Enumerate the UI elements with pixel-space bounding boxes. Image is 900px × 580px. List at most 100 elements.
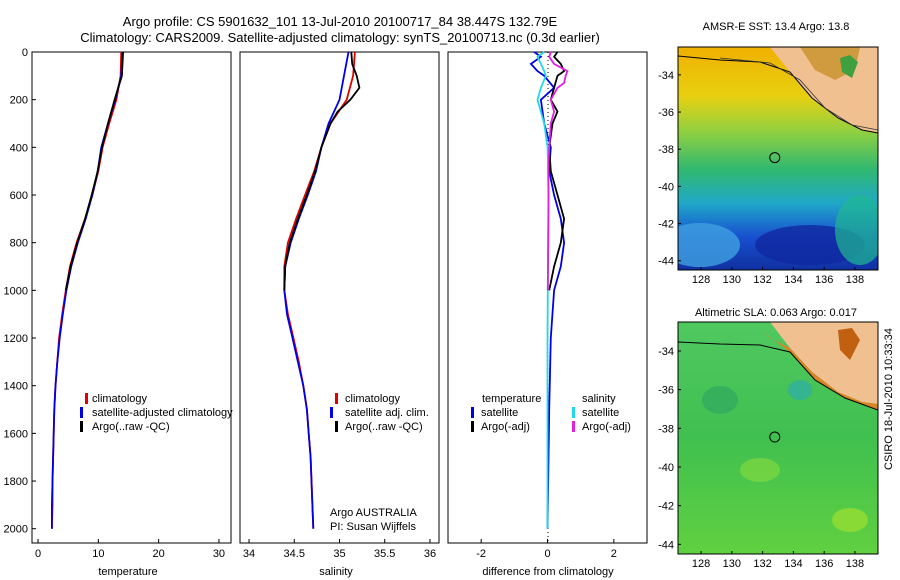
- sla-map-axes: 128 130 132 134 136 138 -34 -36 -38 -40 -42 -44: [658, 346, 864, 570]
- depth-tick-label: 1000: [4, 285, 28, 297]
- legend-swatch-sal-satellite: [572, 407, 575, 418]
- map-x-tick-label: 134: [784, 558, 802, 570]
- depth-tick-label: 200: [10, 95, 28, 107]
- legend-label-sal-satellite: satellite: [582, 407, 619, 419]
- legend-label-climatology: climatology: [92, 393, 148, 405]
- series-line-salinity-satellite: [536, 51, 550, 529]
- salinity-axes-frame: [239, 51, 440, 544]
- series-line-argo-raw-qc-: [64, 51, 124, 291]
- x-tick-label: 20: [153, 548, 165, 560]
- map-x-tick-label: 130: [723, 558, 741, 570]
- temperature-series: [51, 51, 124, 529]
- coastline: [678, 341, 878, 411]
- land-shelf: [760, 330, 878, 410]
- float-pi-annotation: PI: Susan Wijffels: [330, 521, 416, 533]
- coastline: [678, 55, 878, 134]
- depth-tick-label: 800: [10, 238, 28, 250]
- map-x-tick-label: 136: [815, 558, 833, 570]
- map-y-tick-label: -38: [658, 144, 674, 156]
- map-y-tick-label: -36: [658, 107, 674, 119]
- map-y-tick-label: -42: [658, 501, 674, 513]
- map-y-tick-label: -40: [658, 462, 674, 474]
- depth-tick-label: 1400: [4, 381, 28, 393]
- map-y-tick-label: -44: [658, 539, 674, 551]
- difference-legend: temperature salinity satellite Argo(-adj…: [471, 393, 631, 433]
- salinity-xlabel: salinity: [319, 566, 353, 578]
- legend-label-satellite: satellite-adjusted climatology: [92, 407, 233, 419]
- sla-map-frame: [677, 321, 879, 555]
- float-owner-annotation: Argo AUSTRALIA: [330, 507, 417, 519]
- depth-tick-label: 1600: [4, 428, 28, 440]
- sla-high-patch: [740, 458, 780, 482]
- isobath: [719, 57, 878, 131]
- x-tick-label: 35: [333, 548, 345, 560]
- map-x-tick-label: 136: [815, 274, 833, 286]
- map-y-tick-label: -40: [658, 181, 674, 193]
- legend-label-sal-argo: Argo(-adj): [582, 421, 631, 433]
- legend-swatch-temp-satellite: [471, 407, 474, 418]
- x-tick-label: 2: [611, 548, 617, 560]
- map-y-tick-label: -44: [658, 256, 674, 268]
- figure-title-line1: Argo profile: CS 5901632_101 13-Jul-2010…: [122, 14, 558, 29]
- depth-tick-label: 1200: [4, 333, 28, 345]
- sla-high-patch: [832, 508, 868, 532]
- x-tick-label: 10: [92, 548, 104, 560]
- sst-map-axes: 128 130 132 134 136 138 -34 -36 -38 -40 -42 -44: [658, 70, 864, 286]
- series-line-salinity-argo-adj-: [546, 51, 569, 291]
- map-y-tick-label: -34: [658, 346, 674, 358]
- difference-series: [529, 51, 569, 529]
- legend-label-temp-argo: Argo(-adj): [481, 421, 530, 433]
- sla-map: Altimetric SLA: 0.063 Argo: 0.017 128 130…: [658, 307, 879, 570]
- map-y-tick-label: -34: [658, 70, 674, 82]
- map-x-tick-label: 138: [846, 274, 864, 286]
- depth-tick-label: 2000: [4, 524, 28, 536]
- legend-label-climatology: climatology: [345, 393, 401, 405]
- depth-tick-label: 0: [22, 47, 28, 59]
- map-y-tick-label: -38: [658, 423, 674, 435]
- salinity-series: [283, 51, 361, 529]
- map-x-tick-label: 132: [753, 558, 771, 570]
- legend-swatch-climatology: [335, 393, 338, 404]
- temperature-axes-frame: [31, 51, 232, 544]
- x-tick-label: 34: [243, 548, 255, 560]
- depth-tick-label: 1800: [4, 476, 28, 488]
- credit-stamp: CSIRO 18-Jul-2010 10:33:34: [883, 328, 895, 470]
- sla-map-title: Altimetric SLA: 0.063 Argo: 0.017: [695, 307, 857, 319]
- map-x-tick-label: 132: [753, 274, 771, 286]
- land-dark-area: [838, 328, 860, 360]
- temperature-x-axis: 0 10 20 30: [35, 539, 225, 560]
- temperature-legend: climatology satellite-adjusted climatolo…: [80, 393, 233, 433]
- map-x-tick-label: 128: [692, 558, 710, 570]
- series-line-argo-raw-qc-: [283, 51, 361, 291]
- legend-label-argo: Argo(..raw -QC): [345, 421, 423, 433]
- salinity-legend: climatology satellite adj. clim. Argo(..…: [330, 393, 429, 433]
- sla-low-patch: [788, 380, 812, 400]
- x-tick-label: -2: [476, 548, 486, 560]
- legend-swatch-argo: [80, 421, 83, 432]
- figure-title-line2: Climatology: CARS2009. Satellite-adjuste…: [80, 30, 600, 45]
- legend-label-satellite: satellite adj. clim.: [345, 407, 429, 419]
- map-y-tick-label: -36: [658, 385, 674, 397]
- sla-low-patch: [702, 386, 738, 414]
- legend-swatch-argo: [335, 421, 338, 432]
- salinity-x-axis: 34 34.5 35 35.5 36: [243, 539, 436, 560]
- x-tick-label: 0: [544, 548, 550, 560]
- sst-map-frame: [677, 46, 879, 271]
- legend-swatch-satellite: [330, 407, 333, 418]
- legend-label-temp-satellite: satellite: [481, 407, 518, 419]
- difference-panel: -2 0 2 difference from climatology tempera…: [447, 51, 648, 578]
- float-location-marker: [769, 152, 781, 164]
- float-location-marker: [769, 431, 781, 443]
- map-x-tick-label: 130: [723, 274, 741, 286]
- legend-header-salinity: salinity: [582, 393, 616, 405]
- temperature-panel: 0 200 400 600 800 1000 1200 1400 1600 1800 2000 0 1…: [4, 47, 234, 578]
- depth-tick-label: 400: [10, 142, 28, 154]
- salinity-panel: 34 34.5 35 35.5 36 salinity climatology sate…: [239, 51, 440, 578]
- legend-label-argo: Argo(..raw -QC): [92, 421, 170, 433]
- sst-mid-patch: [835, 195, 878, 265]
- x-tick-label: 30: [213, 548, 225, 560]
- legend-swatch-temp-argo: [471, 421, 474, 432]
- map-x-tick-label: 128: [692, 274, 710, 286]
- x-tick-label: 36: [424, 548, 436, 560]
